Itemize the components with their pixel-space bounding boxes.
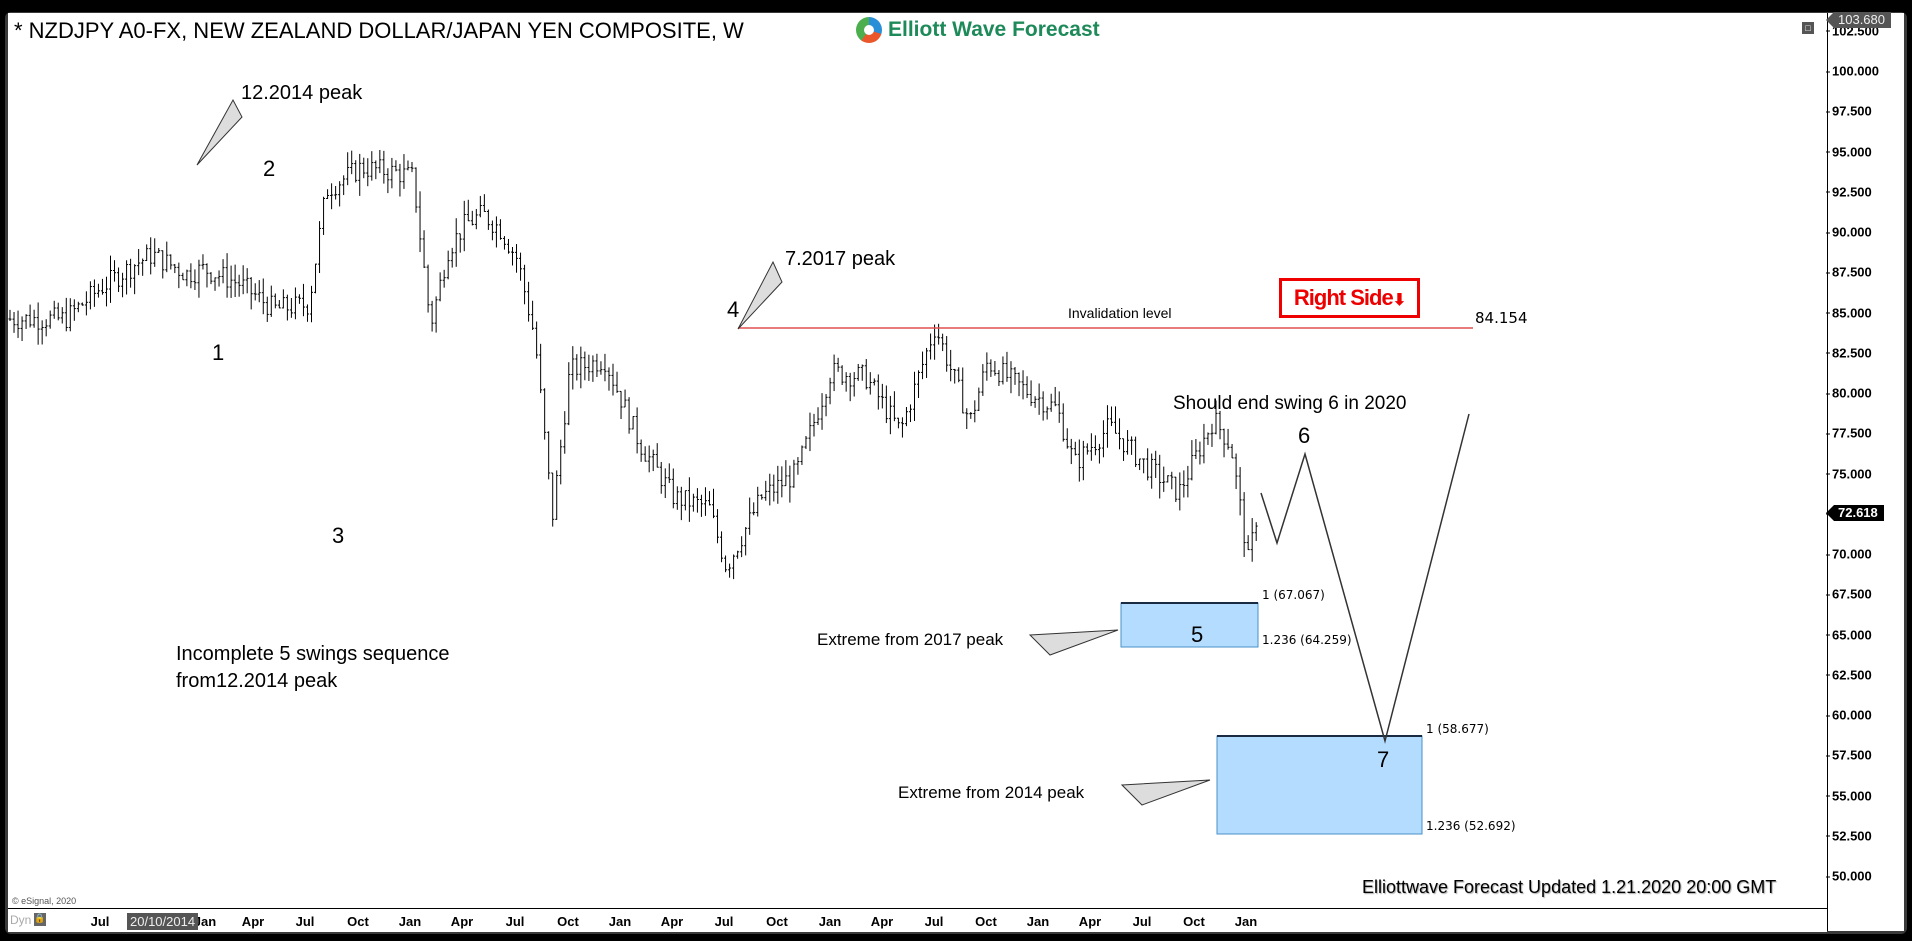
high-price-tag: 103.680	[1826, 12, 1891, 28]
lock-icon[interactable]: 🔒	[34, 913, 46, 926]
wave-label-4: 4	[727, 297, 740, 322]
box2-bottom-label: 1.236 (52.692)	[1426, 819, 1516, 833]
callout-pointer-2014	[196, 98, 243, 166]
x-tick: Jul	[505, 914, 525, 929]
x-tick: Oct	[347, 914, 369, 929]
y-tick: 57.500	[1826, 747, 1872, 763]
y-tick: 82.500	[1826, 345, 1872, 361]
swing6-note: Should end swing 6 in 2020	[1173, 393, 1407, 414]
x-tick: Oct	[1183, 914, 1205, 929]
wave-label-3: 3	[332, 523, 345, 548]
dyn-label[interactable]: Dyn	[10, 913, 32, 927]
x-tick: Apr	[1078, 914, 1102, 929]
wave-label-1: 1	[212, 340, 225, 365]
restore-window-icon[interactable]: □	[1802, 22, 1814, 34]
projection-path	[1260, 413, 1470, 744]
right-side-text: Right Side	[1293, 285, 1394, 310]
y-tick: 87.500	[1826, 264, 1872, 280]
brand: Elliott Wave Forecast	[856, 17, 1100, 43]
x-tick: Jul	[714, 914, 734, 929]
y-tick: 80.000	[1826, 385, 1872, 401]
invalidation-value: 84.154	[1475, 309, 1528, 327]
copyright: © eSignal, 2020	[12, 896, 77, 906]
y-tick: 92.500	[1826, 184, 1872, 200]
x-tick: Apr	[450, 914, 474, 929]
x-tick: Apr	[870, 914, 894, 929]
current-price-tag: 72.618	[1826, 505, 1884, 521]
brand-logo-icon	[856, 17, 882, 43]
x-tick: Jan	[1026, 914, 1050, 929]
x-tick: Jan	[818, 914, 842, 929]
y-tick: 70.000	[1826, 546, 1872, 562]
x-tick: Jan	[608, 914, 632, 929]
y-tick: 65.000	[1826, 627, 1872, 642]
wave-label-2: 2	[263, 156, 276, 181]
incomplete-note-line2: from12.2014 peak	[176, 670, 338, 692]
callout-pointer-extreme-2017	[1028, 629, 1119, 656]
x-tick: Jan	[1234, 914, 1258, 929]
x-tick: Jan	[193, 914, 217, 929]
label-peak-2014: 12.2014 peak	[241, 82, 363, 104]
y-tick: 60.000	[1826, 707, 1872, 723]
box2-top-label: 1 (58.677)	[1426, 722, 1489, 736]
wave-label-5: 5	[1191, 622, 1204, 647]
wave-label-6: 6	[1298, 423, 1311, 448]
y-tick: 97.500	[1826, 103, 1872, 119]
right-side-badge: Right Side⬇	[1279, 278, 1420, 318]
x-tick: Oct	[975, 914, 997, 929]
box1-bottom-label: 1.236 (64.259)	[1262, 633, 1352, 647]
callout-pointer-2017	[737, 260, 783, 330]
chart-title: * NZDJPY A0-FX, NEW ZEALAND DOLLAR/JAPAN…	[14, 18, 744, 43]
label-extreme-2017: Extreme from 2017 peak	[817, 630, 1004, 649]
wave-label-7: 7	[1377, 747, 1390, 772]
x-tick: Oct	[557, 914, 579, 929]
plot-area[interactable]	[8, 13, 1827, 908]
incomplete-note-line1: Incomplete 5 swings sequence	[176, 643, 450, 665]
brand-name: Elliott Wave Forecast	[888, 18, 1100, 41]
y-tick: 100.000	[1826, 63, 1879, 79]
x-tick: Oct	[766, 914, 788, 929]
price-axis[interactable]	[1827, 13, 1904, 931]
cursor-date-tag: 20/10/2014	[127, 913, 199, 930]
label-peak-2017: 7.2017 peak	[785, 248, 896, 270]
y-tick: 52.500	[1826, 828, 1872, 844]
x-tick: Jul	[924, 914, 944, 929]
y-tick: 55.000	[1826, 788, 1872, 803]
y-tick: 50.000	[1826, 868, 1872, 884]
label-extreme-2014: Extreme from 2014 peak	[898, 783, 1085, 802]
x-tick: Jul	[90, 914, 110, 929]
arrow-down-icon: ⬇	[1392, 292, 1406, 309]
y-tick: 85.000	[1826, 305, 1872, 320]
y-tick: 75.000	[1826, 466, 1872, 481]
y-tick: 90.000	[1826, 224, 1872, 240]
x-tick: Jul	[1132, 914, 1152, 929]
x-tick: Apr	[241, 914, 265, 929]
y-tick: 67.500	[1826, 586, 1872, 602]
target-box-2017	[1120, 602, 1259, 648]
callout-pointer-extreme-2014	[1120, 779, 1211, 806]
updated-stamp: Elliottwave Forecast Updated 1.21.2020 2…	[1362, 877, 1777, 897]
time-axis[interactable]	[8, 908, 1827, 932]
x-tick: Jul	[295, 914, 315, 929]
y-tick: 95.000	[1826, 144, 1872, 159]
x-tick: Apr	[660, 914, 684, 929]
y-tick: 77.500	[1826, 425, 1872, 441]
y-tick: 62.500	[1826, 667, 1872, 683]
ohlc-bars	[8, 150, 1258, 580]
box1-top-label: 1 (67.067)	[1262, 588, 1325, 602]
invalidation-label: Invalidation level	[1068, 305, 1172, 321]
x-tick: Jan	[398, 914, 422, 929]
target-box-2014	[1216, 735, 1423, 835]
